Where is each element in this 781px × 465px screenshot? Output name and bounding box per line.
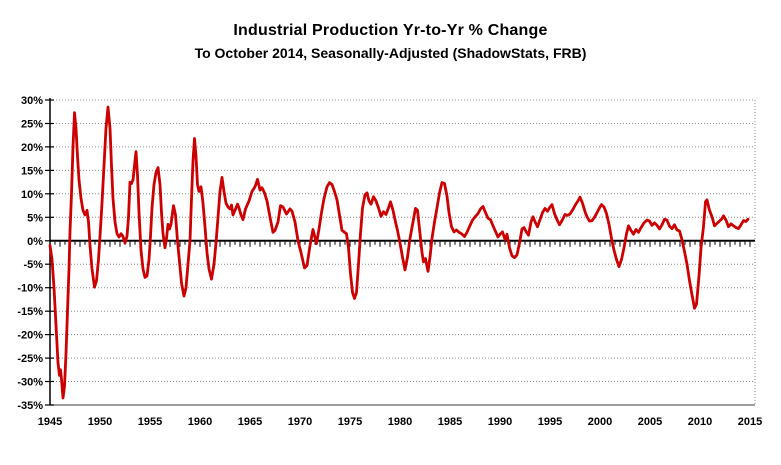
x-tick-label: 1980 — [388, 416, 412, 428]
chart-title: Industrial Production Yr-to-Yr % Change — [233, 22, 548, 39]
y-tick-label: -25% — [17, 353, 43, 365]
y-tick-label: -5% — [23, 259, 43, 271]
y-tick-label: 15% — [21, 165, 43, 177]
x-tick-label: 2010 — [688, 416, 712, 428]
production-line-series — [48, 105, 750, 400]
x-tick-label: 1955 — [138, 416, 162, 428]
y-tick-label: -10% — [17, 283, 43, 295]
y-tick-label: 5% — [27, 212, 43, 224]
x-tick-label: 1990 — [488, 416, 512, 428]
y-tick-label: -30% — [17, 377, 43, 389]
x-tick-label: 1985 — [438, 416, 462, 428]
chart-subtitle: To October 2014, Seasonally-Adjusted (Sh… — [194, 45, 587, 61]
x-tick-label: 1995 — [538, 416, 562, 428]
x-tick-label: 2000 — [588, 416, 612, 428]
x-tick-label: 1975 — [338, 416, 362, 428]
y-tick-label: 10% — [21, 189, 43, 201]
x-tick-label: 1945 — [38, 416, 62, 428]
y-tick-label: -20% — [17, 330, 43, 342]
x-tick-label: 1965 — [238, 416, 262, 428]
y-tick-label: 30% — [21, 95, 43, 107]
y-tick-label: -35% — [17, 400, 43, 412]
y-tick-label: 0% — [27, 236, 43, 248]
y-tick-label: 25% — [21, 119, 43, 131]
x-tick-label: 2015 — [738, 416, 762, 428]
x-tick-label: 1960 — [188, 416, 212, 428]
y-tick-label: -15% — [17, 306, 43, 318]
y-tick-label: 20% — [21, 142, 43, 154]
x-tick-label: 2005 — [638, 416, 662, 428]
x-tick-label: 1950 — [88, 416, 112, 428]
x-tick-label: 1970 — [288, 416, 312, 428]
